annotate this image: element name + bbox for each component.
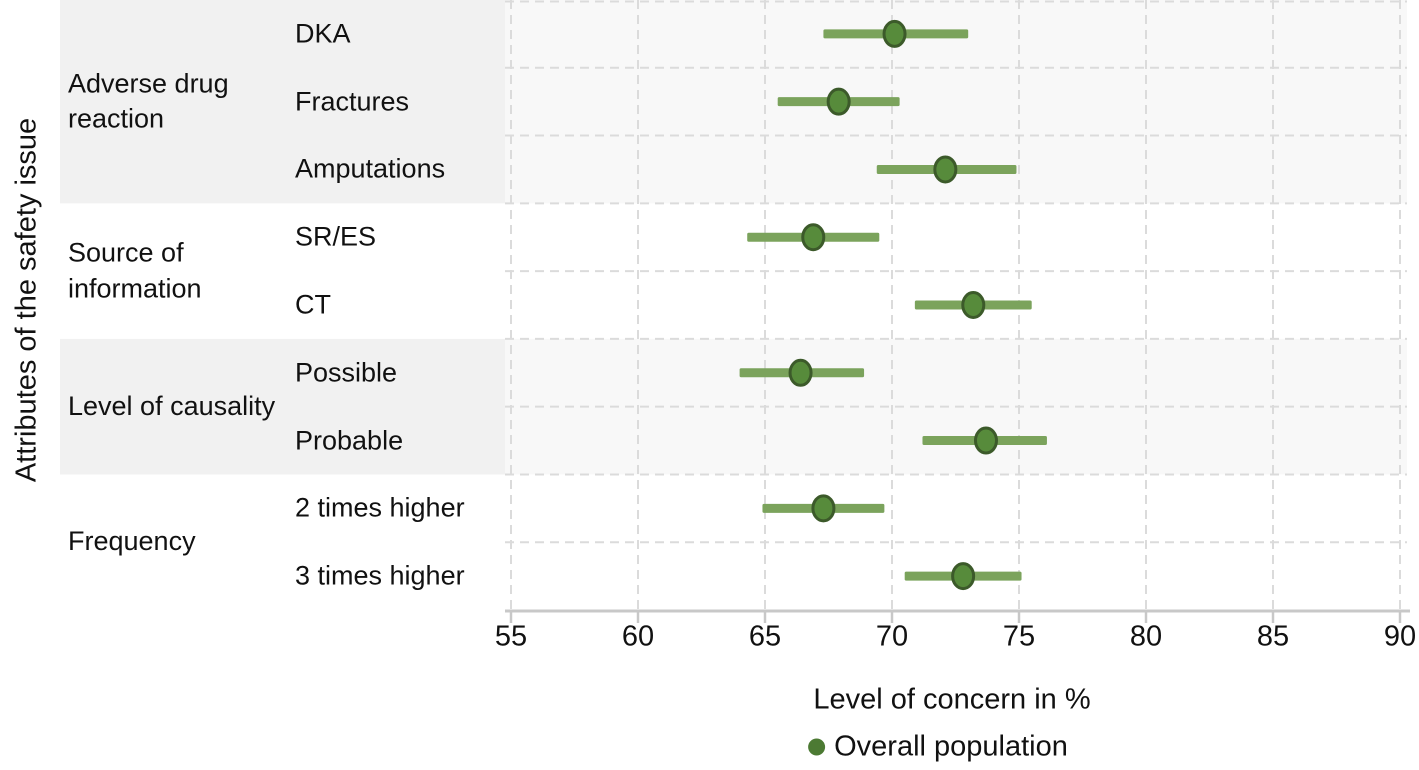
item-label: 2 times higher <box>295 492 465 523</box>
x-tick-label: 55 <box>494 620 528 653</box>
item-label: CT <box>295 289 331 320</box>
point-marker <box>801 223 826 252</box>
item-label: SR/ES <box>295 221 377 252</box>
x-tick-label: 80 <box>1129 620 1163 653</box>
item-label: Fractures <box>295 86 410 117</box>
group-band-label-area <box>60 0 505 204</box>
group-label: Frequency <box>68 526 196 557</box>
x-tick-label: 60 <box>621 620 655 653</box>
item-label: Probable <box>295 425 404 456</box>
point-marker <box>811 494 836 523</box>
x-tick-label: 85 <box>1256 620 1290 653</box>
group-label: Source of information <box>68 237 202 304</box>
point-marker <box>933 155 958 184</box>
item-label: Possible <box>295 357 398 388</box>
x-axis-title: Level of concern in % <box>813 683 1091 716</box>
group-band-label-area <box>60 338 505 475</box>
item-label: DKA <box>295 18 351 49</box>
point-marker <box>951 562 976 591</box>
point-marker <box>882 19 907 48</box>
group-label: Level of causality <box>68 390 276 421</box>
x-tick-label: 75 <box>1002 620 1036 653</box>
x-tick-label: 90 <box>1383 620 1417 653</box>
legend-marker-icon <box>808 738 826 756</box>
x-tick-label: 70 <box>875 620 909 653</box>
item-label: Amputations <box>295 153 446 184</box>
x-tick-label: 65 <box>748 620 782 653</box>
y-axis-title: Attributes of the safety issue <box>10 117 43 483</box>
point-marker <box>788 358 813 387</box>
item-label: 3 times higher <box>295 560 465 591</box>
point-marker <box>973 426 998 455</box>
point-marker <box>961 291 986 319</box>
legend: Overall population <box>808 731 1068 764</box>
point-marker <box>826 87 851 116</box>
group-label: Adverse drug reaction <box>68 68 229 134</box>
legend-label: Overall population <box>834 730 1068 763</box>
